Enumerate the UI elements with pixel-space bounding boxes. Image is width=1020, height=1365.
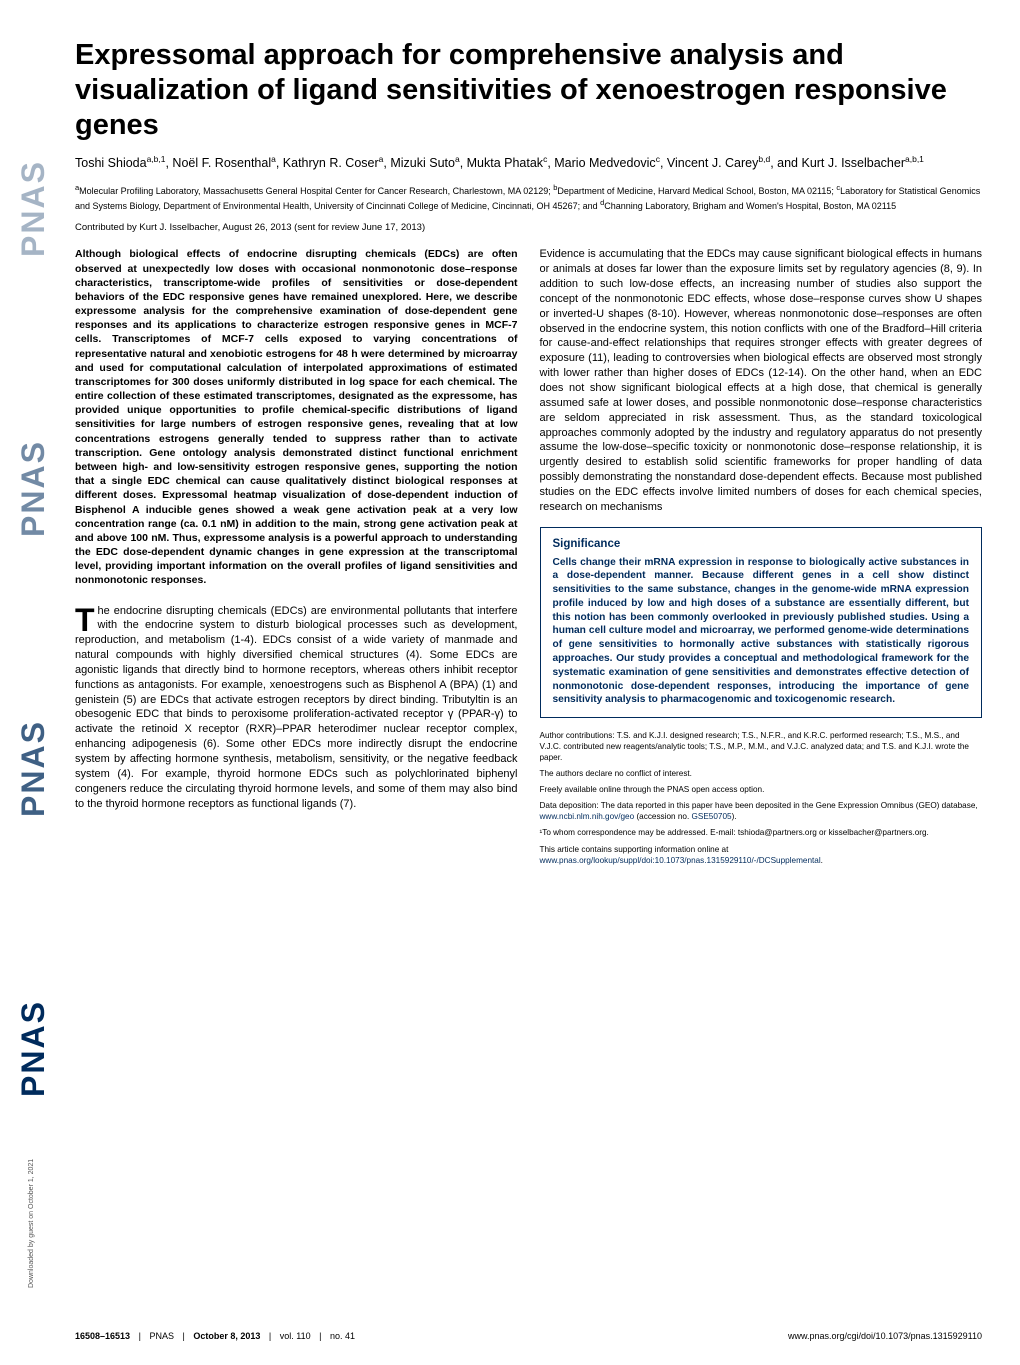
abstract-text: Although biological effects of endocrine…	[75, 247, 518, 587]
geo-link[interactable]: www.ncbi.nlm.nih.gov/geo	[540, 812, 635, 821]
author-list: Toshi Shiodaa,b,1, Noël F. Rosenthala, K…	[75, 154, 982, 173]
affiliations: aMolecular Profiling Laboratory, Massach…	[75, 183, 982, 212]
significance-box: Significance Cells change their mRNA exp…	[540, 527, 983, 718]
pnas-logo-2: PNAS	[15, 720, 52, 817]
download-note: Downloaded by guest on October 1, 2021	[28, 1159, 35, 1288]
conflict-statement: The authors declare no conflict of inter…	[540, 768, 983, 779]
footer-left: 16508–16513 | PNAS | October 8, 2013 | v…	[75, 1331, 355, 1341]
left-column: Although biological effects of endocrine…	[75, 247, 518, 870]
right-column: Evidence is accumulating that the EDCs m…	[540, 247, 983, 870]
pnas-sidebar: PNAS PNAS PNAS PNAS	[15, 50, 53, 1250]
intro-rest: he endocrine disrupting chemicals (EDCs)…	[75, 605, 518, 810]
significance-body: Cells change their mRNA expression in re…	[553, 556, 970, 707]
pnas-logo-3: PNAS	[15, 440, 52, 537]
page-range: 16508–16513	[75, 1331, 130, 1341]
pnas-logo-4: PNAS	[15, 160, 52, 257]
footer-vol: vol. 110	[280, 1331, 311, 1341]
correspondence: ¹To whom correspondence may be addressed…	[540, 827, 983, 838]
pnas-logo-1: PNAS	[15, 1000, 52, 1097]
footer-doi: www.pnas.org/cgi/doi/10.1073/pnas.131592…	[788, 1331, 982, 1341]
intro-paragraph: The endocrine disrupting chemicals (EDCs…	[75, 604, 518, 812]
sep-1: |	[139, 1331, 141, 1341]
page-content: Expressomal approach for comprehensive a…	[75, 0, 1020, 871]
accession-link[interactable]: GSE50705	[692, 812, 732, 821]
article-meta: Author contributions: T.S. and K.J.I. de…	[540, 730, 983, 866]
author-contributions: Author contributions: T.S. and K.J.I. de…	[540, 730, 983, 763]
data-deposition: Data deposition: The data reported in th…	[540, 800, 983, 822]
open-access: Freely available online through the PNAS…	[540, 784, 983, 795]
dropcap: T	[75, 604, 98, 634]
significance-heading: Significance	[553, 538, 970, 550]
right-body-text: Evidence is accumulating that the EDCs m…	[540, 247, 983, 514]
page-footer: 16508–16513 | PNAS | October 8, 2013 | v…	[75, 1331, 982, 1341]
supporting-info: This article contains supporting informa…	[540, 844, 983, 866]
sep-3: |	[269, 1331, 271, 1341]
footer-no: no. 41	[330, 1331, 355, 1341]
footer-journal: PNAS	[149, 1331, 174, 1341]
supporting-link[interactable]: www.pnas.org/lookup/suppl/doi:10.1073/pn…	[540, 856, 821, 865]
sep-2: |	[182, 1331, 184, 1341]
contributed-line: Contributed by Kurt J. Isselbacher, Augu…	[75, 222, 982, 233]
two-column-body: Although biological effects of endocrine…	[75, 247, 982, 870]
footer-date: October 8, 2013	[193, 1331, 260, 1341]
article-title: Expressomal approach for comprehensive a…	[75, 38, 982, 142]
sep-4: |	[319, 1331, 321, 1341]
